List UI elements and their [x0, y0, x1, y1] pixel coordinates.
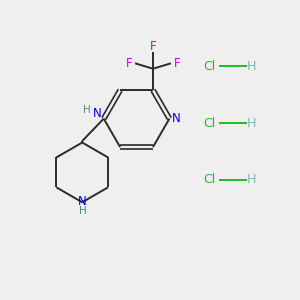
- Text: F: F: [174, 57, 180, 70]
- Text: Cl: Cl: [204, 117, 216, 130]
- Text: F: F: [150, 40, 156, 53]
- Text: Cl: Cl: [204, 173, 216, 186]
- Text: N: N: [78, 195, 87, 208]
- Text: H: H: [247, 173, 256, 186]
- Text: Cl: Cl: [204, 60, 216, 73]
- Text: N: N: [172, 112, 180, 125]
- Text: H: H: [247, 60, 256, 73]
- Text: H: H: [83, 105, 91, 115]
- Text: N: N: [93, 107, 101, 120]
- Text: H: H: [79, 206, 87, 216]
- Text: F: F: [126, 57, 132, 70]
- Text: H: H: [247, 117, 256, 130]
